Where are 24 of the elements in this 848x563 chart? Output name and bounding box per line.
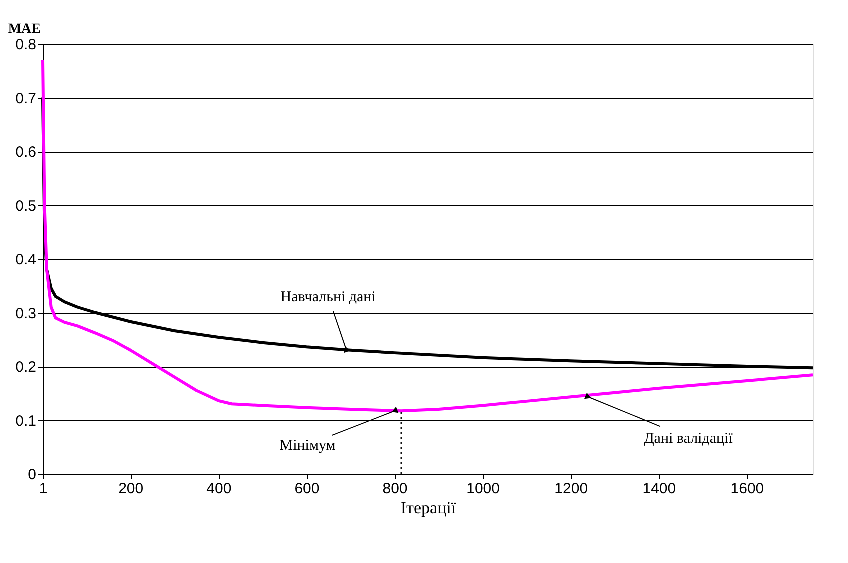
- x-tick-label: 1400: [642, 480, 676, 498]
- annotation: Мінімум: [280, 438, 336, 454]
- y-tick-label: 0.5: [16, 198, 36, 215]
- line-series: [42, 58, 814, 413]
- y-tick-label: 0.6: [16, 144, 36, 161]
- x-tick-label: 200: [118, 480, 144, 498]
- x-tick-label: 400: [206, 480, 232, 498]
- annotation: Дані валідації: [644, 431, 734, 448]
- x-tick-label: 800: [382, 480, 408, 498]
- y-tick-label: 0.8: [16, 36, 36, 54]
- y-tick-label: 0: [28, 466, 36, 484]
- x-tick-label: 1: [39, 480, 48, 498]
- x-axis-title: Ітерації: [400, 498, 456, 518]
- x-tick-label: 1000: [466, 480, 500, 498]
- y-tick-label: 0.4: [16, 252, 36, 268]
- x-tick-label: 600: [294, 480, 320, 498]
- y-tick-label: 0.7: [16, 90, 36, 108]
- x-tick-label: 1200: [554, 480, 588, 498]
- y-tick-label: 0.2: [16, 359, 36, 376]
- y-tick-label: 0.1: [16, 412, 36, 430]
- annotation: Навчальні дані: [280, 289, 376, 306]
- x-tick-label: 1600: [730, 480, 764, 498]
- y-tick-label: 0.3: [16, 305, 36, 322]
- y-axis-title: MAE: [8, 22, 41, 37]
